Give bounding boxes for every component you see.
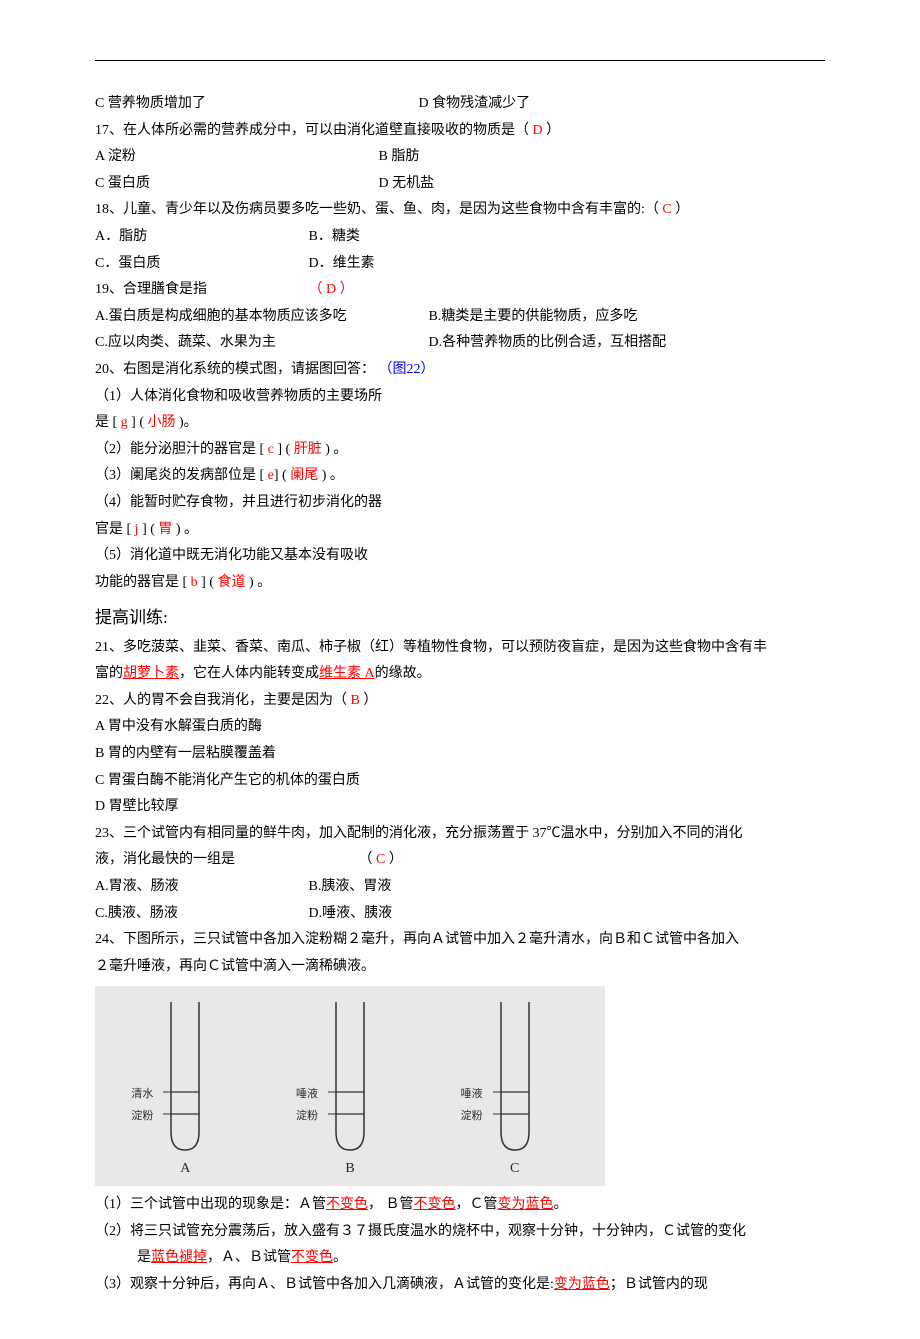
tube-c: 唾液 淀粉 C [445, 1002, 585, 1183]
q17-d: D 无机盐 [379, 171, 435, 198]
q17-row1: A 淀粉 B 脂肪 [95, 144, 825, 171]
q22-stem: 22、人的胃不会自我消化，主要是因为（ B ） [95, 688, 825, 715]
q23-b: B.胰液、胃液 [309, 874, 392, 901]
q18-answer: C [659, 202, 675, 217]
q24-p1-a2: 不变色 [414, 1192, 456, 1219]
q18-row2: C．蛋白质 D．维生素 [95, 251, 825, 278]
q24-p2-a1: 蓝色褪掉 [151, 1245, 207, 1272]
q20-p3: （3）阑尾炎的发病部位是 [ e] ( 阑尾 ) 。 [95, 463, 825, 490]
tube-c-caption: C [510, 1156, 519, 1183]
q19-row1: A.蛋白质是构成细胞的基本物质应该多吃 B.糖类是主要的供能物质，应多吃 [95, 304, 825, 331]
q17-a: A 淀粉 [95, 144, 375, 171]
q22-answer: B [347, 693, 363, 708]
tube-a-caption: A [180, 1156, 190, 1183]
q21-l2: 富的 胡萝卜素 ，它在人体内能转变成 维生素 A 的缘故。 [95, 661, 825, 688]
q20-p1b: 是 [ g ] ( 小肠 )。 [95, 410, 825, 437]
q24-p1: （1）三个试管中出现的现象是：Ａ管 不变色 ， Ｂ管 不变色，Ｃ管 变为蓝色 。 [95, 1192, 825, 1219]
top-rule [95, 60, 825, 61]
q21-blank2: 维生素 A [319, 661, 375, 688]
q24-p1-a3: 变为蓝色 [498, 1192, 554, 1219]
q23-row1: A.胃液、肠液 B.胰液、胃液 [95, 874, 825, 901]
q22-a: A 胃中没有水解蛋白质的酶 [95, 714, 825, 741]
tube-b-label-top: 唾液 [274, 1088, 318, 1100]
q19-answer: D [323, 282, 340, 297]
q22-b: B 胃的内壁有一层粘膜覆盖着 [95, 741, 825, 768]
q18-b: B．糖类 [309, 224, 360, 251]
q24-p2-l2: 是 蓝色褪掉 ，Ａ、Ｂ试管 不变色 。 [95, 1245, 825, 1272]
q16-options: C 营养物质增加了 D 食物残渣减少了 [95, 91, 825, 118]
q18-c: C．蛋白质 [95, 251, 305, 278]
q23-d: D.唾液、胰液 [309, 901, 393, 928]
q17-answer: D [529, 123, 546, 138]
q24-p3: （3）观察十分钟后，再向Ａ、Ｂ试管中各加入几滴碘液，Ａ试管的变化是: 变为蓝色 … [95, 1272, 825, 1299]
q17-stem: 17、在人体所必需的营养成分中，可以由消化道壁直接吸收的物质是（ D ） [95, 118, 825, 145]
q20-p5b: 功能的器官是 [ b ] ( 食道 ) 。 [95, 570, 825, 597]
q23-row2: C.胰液、肠液 D.唾液、胰液 [95, 901, 825, 928]
q22-d: D 胃壁比较厚 [95, 794, 825, 821]
q20-p2: （2）能分泌胆汁的器官是 [ c ] ( 肝脏 ) 。 [95, 437, 825, 464]
tube-b-svg [326, 1002, 374, 1152]
q17-b: B 脂肪 [379, 144, 420, 171]
tube-b: 唾液 淀粉 B [280, 1002, 420, 1183]
q24-p2-a2: 不变色 [291, 1245, 333, 1272]
q23-c: C.胰液、肠液 [95, 901, 305, 928]
q20-p4b: 官是 [ j ] ( 胃 ) 。 [95, 517, 825, 544]
tube-a-label-top: 清水 [109, 1088, 153, 1100]
q18-a: A．脂肪 [95, 224, 305, 251]
tube-c-label-bot: 淀粉 [439, 1110, 483, 1122]
q20-figref: （图22） [379, 362, 435, 377]
q21-l1: 21、多吃菠菜、韭菜、香菜、南瓜、柿子椒（红）等植物性食物，可以预防夜盲症，是因… [95, 635, 825, 662]
q19-stem: 19、合理膳食是指 （ D ） [95, 277, 825, 304]
document-page: C 营养物质增加了 D 食物残渣减少了 17、在人体所必需的营养成分中，可以由消… [0, 0, 920, 1339]
q20-p1a: （1）人体消化食物和吸收营养物质的主要场所 [95, 384, 825, 411]
q19-d: D.各种营养物质的比例合适，互相搭配 [429, 330, 667, 357]
q22-c: C 胃蛋白酶不能消化产生它的机体的蛋白质 [95, 768, 825, 795]
q23-a: A.胃液、肠液 [95, 874, 305, 901]
q17-c: C 蛋白质 [95, 171, 375, 198]
q18-stem: 18、儿童、青少年以及伤病员要多吃一些奶、蛋、鱼、肉，是因为这些食物中含有丰富的… [95, 197, 825, 224]
q17-row2: C 蛋白质 D 无机盐 [95, 171, 825, 198]
q23-l1: 23、三个试管内有相同量的鲜牛肉，加入配制的消化液，充分振荡置于 37℃温水中，… [95, 821, 825, 848]
q19-c: C.应以肉类、蔬菜、水果为主 [95, 330, 425, 357]
q24-l1: 24、下图所示，三只试管中各加入淀粉糊２毫升，再向Ａ试管中加入２毫升清水，向Ｂ和… [95, 927, 825, 954]
tube-c-label-top: 唾液 [439, 1088, 483, 1100]
q16-c: C 营养物质增加了 [95, 91, 415, 118]
q24-l2: ２毫升唾液，再向Ｃ试管中滴入一滴稀碘液。 [95, 954, 825, 981]
q24-p3-a1: 变为蓝色 [554, 1272, 610, 1299]
q19-a: A.蛋白质是构成细胞的基本物质应该多吃 [95, 304, 425, 331]
q24-p1-a1: 不变色 [326, 1192, 368, 1219]
tube-a-label-bot: 淀粉 [109, 1110, 153, 1122]
q23-answer: C [373, 852, 389, 867]
tubes-figure: 清水 淀粉 A 唾液 淀粉 B [95, 986, 605, 1186]
tube-a-svg [161, 1002, 209, 1152]
tube-b-label-bot: 淀粉 [274, 1110, 318, 1122]
section-title: 提高训练: [95, 602, 825, 634]
q23-l2: 液，消化最快的一组是 （ C ） [95, 847, 825, 874]
q18-d: D．维生素 [309, 251, 375, 278]
q18-row1: A．脂肪 B．糖类 [95, 224, 825, 251]
q20-stem: 20、右图是消化系统的模式图，请据图回答： （图22） [95, 357, 825, 384]
q16-d: D 食物残渣减少了 [419, 96, 531, 111]
q20-p4a: （4）能暂时贮存食物，并且进行初步消化的器 [95, 490, 825, 517]
q19-row2: C.应以肉类、蔬菜、水果为主 D.各种营养物质的比例合适，互相搭配 [95, 330, 825, 357]
tube-a: 清水 淀粉 A [115, 1002, 255, 1183]
tube-c-svg [491, 1002, 539, 1152]
q19-b: B.糖类是主要的供能物质，应多吃 [429, 304, 638, 331]
tube-b-caption: B [345, 1156, 354, 1183]
q21-blank1: 胡萝卜素 [123, 661, 179, 688]
q20-p5a: （5）消化道中既无消化功能又基本没有吸收 [95, 543, 825, 570]
q24-p2-l1: （2）将三只试管充分震荡后，放入盛有３７摄氏度温水的烧杯中，观察十分钟，十分钟内… [95, 1219, 825, 1246]
